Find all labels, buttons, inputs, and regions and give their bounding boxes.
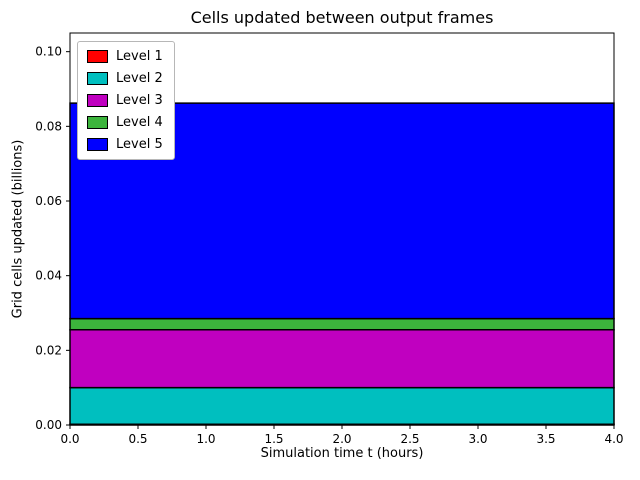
x-tick-label: 2.5 bbox=[400, 432, 419, 446]
chart-title: Cells updated between output frames bbox=[190, 8, 494, 27]
legend-swatch-3 bbox=[87, 94, 108, 107]
legend-label-1: Level 1 bbox=[116, 49, 163, 64]
x-axis-label: Simulation time t (hours) bbox=[260, 446, 424, 461]
y-tick-label: 0.04 bbox=[35, 269, 62, 283]
x-tick-label: 3.5 bbox=[536, 432, 555, 446]
x-tick-label: 3.0 bbox=[468, 432, 487, 446]
legend-swatch-4 bbox=[87, 116, 108, 129]
x-tick-label: 2.0 bbox=[332, 432, 351, 446]
area-series-3 bbox=[69, 329, 615, 389]
area-series-4 bbox=[69, 317, 615, 331]
x-tick-label: 1.5 bbox=[264, 432, 283, 446]
x-tick-label: 0.0 bbox=[60, 432, 79, 446]
y-tick-label: 0.02 bbox=[35, 343, 62, 357]
legend-label-5: Level 5 bbox=[116, 137, 163, 152]
x-tick-label: 4.0 bbox=[604, 432, 623, 446]
x-tick-label: 0.5 bbox=[128, 432, 147, 446]
legend-label-2: Level 2 bbox=[116, 71, 163, 86]
legend-item-1: Level 1 bbox=[87, 49, 163, 64]
y-tick-label: 0.00 bbox=[35, 418, 62, 432]
y-axis-label: Grid cells updated (billions) bbox=[10, 139, 26, 319]
y-tick-label: 0.10 bbox=[35, 45, 62, 59]
y-tick-label: 0.08 bbox=[35, 119, 62, 133]
legend-label-3: Level 3 bbox=[116, 93, 163, 108]
x-tick-label: 1.0 bbox=[196, 432, 215, 446]
area-series-2 bbox=[69, 386, 615, 426]
legend-swatch-2 bbox=[87, 72, 108, 85]
legend-swatch-5 bbox=[87, 138, 108, 151]
legend-label-4: Level 4 bbox=[116, 115, 163, 130]
legend-swatch-1 bbox=[87, 50, 108, 63]
legend: Level 1 Level 2 Level 3 Level 4 Level 5 bbox=[77, 41, 175, 160]
y-tick-label: 0.06 bbox=[35, 194, 62, 208]
legend-item-3: Level 3 bbox=[87, 93, 163, 108]
legend-item-2: Level 2 bbox=[87, 71, 163, 86]
legend-item-4: Level 4 bbox=[87, 115, 163, 130]
legend-item-5: Level 5 bbox=[87, 137, 163, 152]
